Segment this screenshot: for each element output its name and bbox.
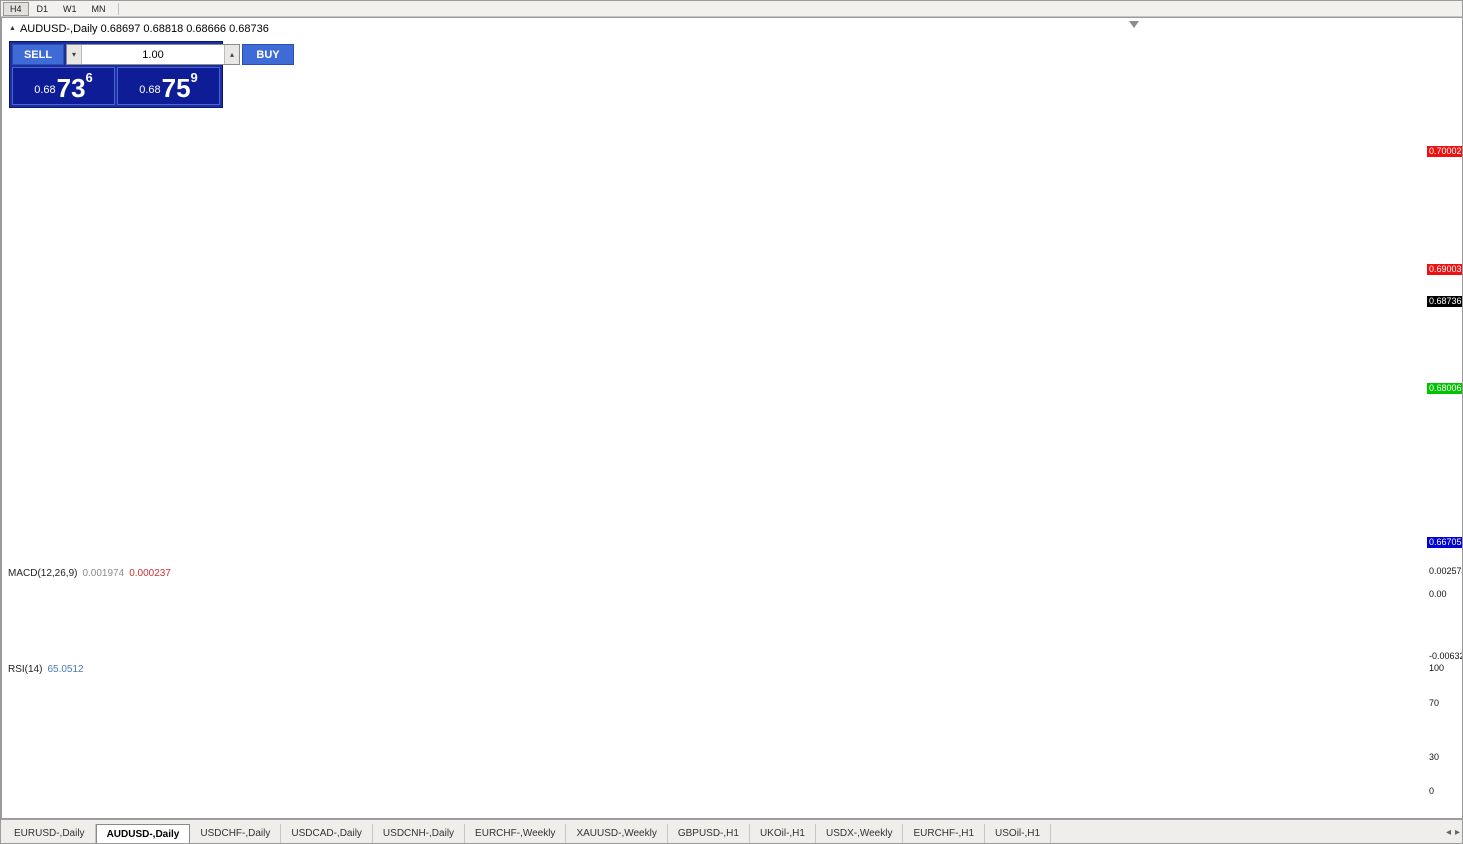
timeframe-button-h4[interactable]: H4 [3,1,29,16]
volume-decrease-button[interactable]: ▾ [67,45,82,64]
price-level-badge: 0.66705 [1427,537,1462,549]
price-tick: 0.69330 [1430,226,1463,237]
date-label: 14 Aug 2019 [640,802,691,812]
chart-shift-marker-icon[interactable] [1129,21,1139,28]
macd-axis-tick: 0.002574 [1429,566,1463,576]
buy-price-prefix: 0.68 [139,84,161,96]
date-label: 2 Sep 2019 [761,802,808,812]
volume-increase-button[interactable]: ▴ [224,45,239,64]
price-level-badge: 0.69003 [1427,264,1462,276]
chart-tab-eurusd-daily[interactable]: EURUSD-,Daily [4,824,96,843]
sell-button[interactable]: SELL [12,44,64,65]
rsi-axis[interactable]: 100 70 30 0 [1426,662,1462,796]
date-label: 22 May 2019 [70,802,123,812]
date-label: 28 Jun 2019 [322,802,373,812]
chart-tab-ukoil-h1[interactable]: UKOil-,H1 [750,824,816,843]
date-label: 13 May 2019 [5,802,58,812]
buy-button[interactable]: BUY [242,44,294,65]
price-level-badge: 0.68006 [1427,382,1462,394]
date-label: 30 Sep 2019 [939,802,991,812]
date-label: 19 Jun 2019 [257,802,307,812]
tab-scroll-right-icon[interactable]: ▸ [1454,827,1460,838]
date-label: 10 Jun 2019 [191,802,242,812]
chart-tab-audusd-daily[interactable]: AUDUSD-,Daily [95,824,191,843]
timeframe-toolbar: H4 D1 W1 MN [1,1,1462,17]
rsi-axis-tick: 0 [1429,786,1435,796]
rsi-panel-canvas[interactable] [2,662,1426,796]
sell-price-big: 73 [56,73,86,103]
macd-indicator-label: MACD(12,26,9) 0.001974 0.000237 [8,568,171,579]
panel-divider[interactable] [2,796,1462,797]
macd-axis[interactable]: 0.002574 0.00 -0.006326 [1426,566,1463,661]
macd-panel-canvas[interactable] [2,566,1426,660]
volume-input[interactable] [82,45,224,64]
panel-divider[interactable] [2,564,1462,566]
buy-price-panel[interactable]: 0.68 75 9 [117,67,220,105]
date-label: 23 Aug 2019 [705,802,757,812]
date-label: 11 Sep 2019 [826,802,878,812]
date-label: 17 Jul 2019 [453,802,500,812]
sell-price-pip: 6 [85,70,93,85]
buy-price-big: 75 [161,73,191,103]
chart-tab-usdcnh-daily[interactable]: USDCNH-,Daily [373,824,466,843]
chart-tab-usoil-h1[interactable]: USOil-,H1 [985,824,1052,843]
chart-title: ▲ AUDUSD-,Daily 0.68697 0.68818 0.68666 … [9,23,269,35]
timeframe-button-d1[interactable]: D1 [36,3,49,14]
price-tick: 0.70150 [1430,129,1463,140]
volume-field: ▾ ▴ [66,44,240,65]
chart-tab-usdx-weekly[interactable]: USDX-,Weekly [816,824,904,843]
price-tick: 0.68515 [1430,323,1463,334]
price-tick: 0.69605 [1430,193,1463,204]
date-label: 9 Oct 2019 [1004,802,1049,812]
rsi-value: 65.0512 [47,664,84,675]
chart-tabs-bar: EURUSD-,Daily AUDUSD-,Daily USDCHF-,Daily U… [1,819,1462,843]
sell-price-prefix: 0.68 [34,84,56,96]
date-label: 31 May 2019 [135,802,188,812]
date-label: 26 Jul 2019 [518,802,566,812]
panel-divider[interactable] [2,660,1462,662]
price-tick: 0.68240 [1430,355,1463,366]
date-label: 8 Jul 2019 [387,802,430,812]
toolbar-divider [117,2,119,15]
price-tick: 0.67155 [1430,484,1463,495]
macd-axis-tick: -0.006326 [1429,651,1462,661]
date-label: 20 Sep 2019 [892,802,944,812]
price-tick: 0.67425 [1430,452,1463,463]
chart-context-icon: ▲ [9,25,16,32]
price-level-badge: 0.68736 [1427,295,1462,307]
chart-tab-eurchf-weekly[interactable]: EURCHF-,Weekly [465,824,567,843]
rsi-axis-tick: 100 [1429,663,1445,673]
buy-price-pip: 9 [190,70,198,85]
timeframe-button-mn[interactable]: MN [91,3,106,14]
chart-title-text: AUDUSD-,Daily 0.68697 0.68818 0.68666 0.… [19,23,269,35]
macd-axis-tick: 0.00 [1429,589,1447,600]
price-tick: 0.70965 [1430,32,1463,43]
rsi-axis-tick: 70 [1429,698,1440,709]
price-level-badge: 0.70002 [1427,145,1462,157]
tab-scroll-left-icon[interactable]: ◂ [1445,827,1451,838]
date-label: 5 Aug 2019 [574,802,621,812]
macd-main-value: 0.001974 [82,568,125,579]
chart-tab-usdchf-daily[interactable]: USDCHF-,Daily [190,824,282,843]
macd-signal-value: 0.000237 [129,568,171,579]
date-axis[interactable]: 13 May 2019 22 May 2019 31 May 2019 10 Jun … [2,798,1426,817]
price-tick: 0.66610 [1430,549,1463,560]
price-tick: 0.70420 [1430,97,1463,108]
chart-tab-eurchf-h1[interactable]: EURCHF-,H1 [903,824,986,843]
price-tick: 0.70695 [1430,64,1463,75]
price-tick: 0.66880 [1430,517,1463,528]
rsi-indicator-label: RSI(14) 65.0512 [8,664,84,675]
timeframe-button-w1[interactable]: W1 [63,3,77,14]
date-label: 18 Oct 2019 [1079,802,1129,812]
rsi-axis-tick: 30 [1429,751,1440,762]
chart-tab-usdcad-daily[interactable]: USDCAD-,Daily [281,824,373,843]
price-tick: 0.67700 [1430,419,1463,430]
sell-price-panel[interactable]: 0.68 73 6 [12,67,115,105]
chart-tab-gbpusd-h1[interactable]: GBPUSD-,H1 [668,824,750,843]
chart-tab-xauusd-weekly[interactable]: XAUUSD-,Weekly [566,824,668,843]
price-tick: 0.69875 [1430,161,1463,172]
